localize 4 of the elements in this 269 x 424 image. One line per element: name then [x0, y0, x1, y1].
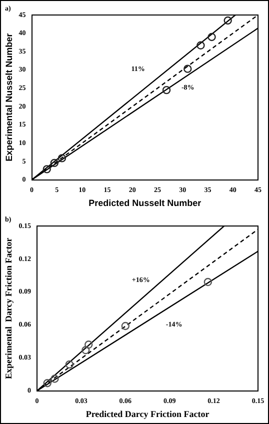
y-axis-title: Experimental Nusselt Number — [4, 32, 14, 162]
y-axis-title: Experimental Darcy Friction Factor — [4, 238, 14, 380]
x-axis-title: Predicted Darcy Friction Factor — [86, 408, 210, 419]
x-axis-title: Predicted Nusselt Number — [88, 198, 202, 208]
